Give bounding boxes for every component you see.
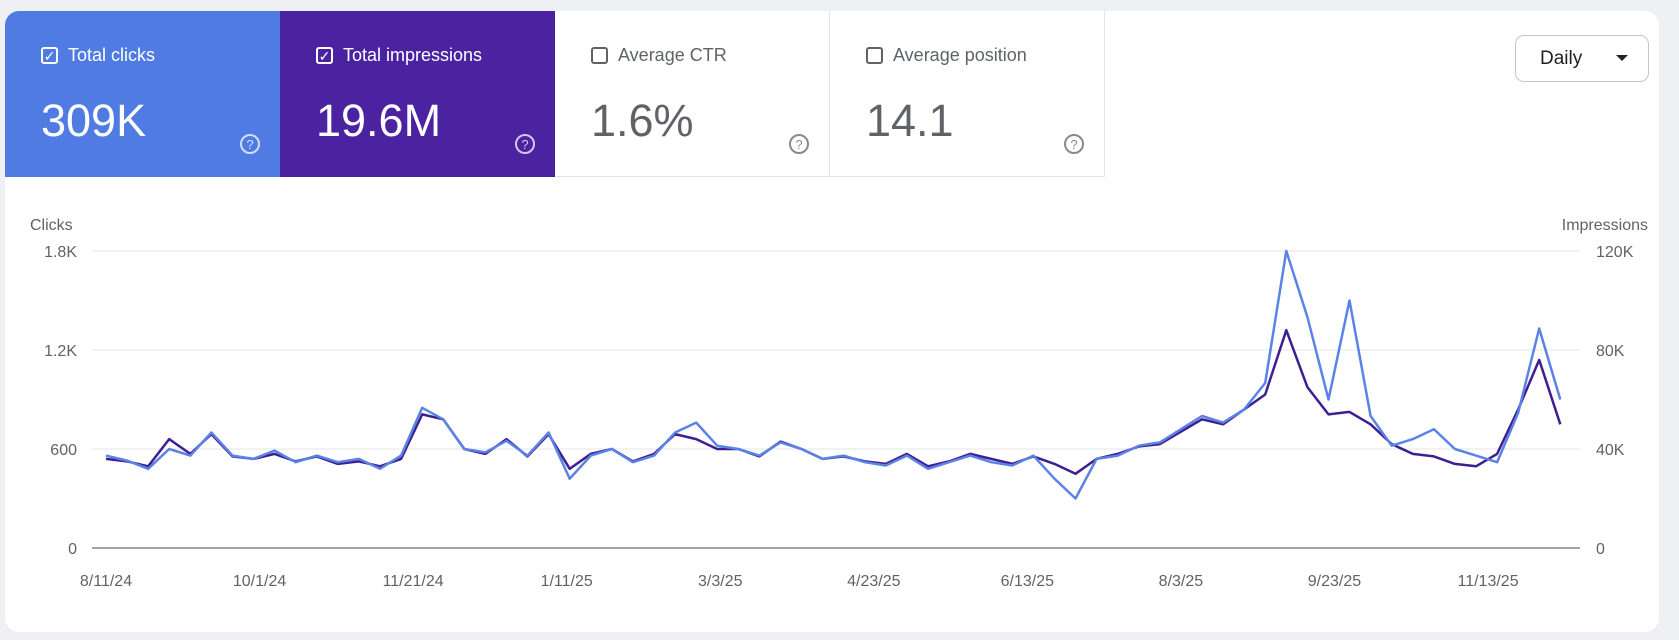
period-select-value: Daily bbox=[1540, 47, 1583, 69]
x-tick-label: 9/23/25 bbox=[1308, 573, 1361, 590]
left-tick-label: 1.2K bbox=[44, 343, 77, 360]
checkbox-checked-icon[interactable]: ✓ bbox=[41, 47, 58, 64]
question-circle-icon[interactable]: ? bbox=[789, 134, 809, 154]
x-tick-label: 11/21/24 bbox=[383, 573, 444, 590]
checkbox-checked-icon[interactable]: ✓ bbox=[316, 47, 333, 64]
metric-value: 309K bbox=[41, 95, 147, 146]
period-select[interactable]: Daily bbox=[1515, 35, 1649, 82]
checkbox-unchecked-icon[interactable] bbox=[866, 47, 883, 64]
question-circle-icon[interactable]: ? bbox=[515, 134, 535, 154]
metric-label: Total clicks bbox=[68, 45, 156, 65]
right-tick-label: 0 bbox=[1596, 541, 1605, 558]
caret-down-icon bbox=[1616, 55, 1628, 61]
metric-value: 14.1 bbox=[866, 95, 954, 146]
right-axis-label: Impressions bbox=[1562, 217, 1648, 234]
x-tick-label: 1/11/25 bbox=[541, 573, 593, 590]
series-line-impressions bbox=[105, 328, 1562, 476]
left-tick-label: 1.8K bbox=[44, 244, 77, 261]
question-circle-icon[interactable]: ? bbox=[240, 134, 260, 154]
x-tick-label: 3/3/25 bbox=[698, 573, 743, 590]
metric-tile-total-impressions[interactable]: ✓ Total impressions 19.6M ? bbox=[280, 11, 555, 177]
x-tick-label: 4/23/25 bbox=[847, 573, 900, 590]
metric-value: 1.6% bbox=[591, 95, 694, 146]
performance-card: ✓ Total clicks 309K ? ✓ Total impressions … bbox=[5, 11, 1659, 632]
right-tick-label: 120K bbox=[1596, 244, 1634, 261]
x-tick-label: 8/11/24 bbox=[80, 573, 132, 590]
metric-tile-average-ctr[interactable]: Average CTR 1.6% ? bbox=[555, 11, 830, 177]
right-tick-label: 40K bbox=[1596, 442, 1625, 459]
left-tick-label: 600 bbox=[50, 442, 77, 459]
question-circle-icon[interactable]: ? bbox=[1064, 134, 1084, 154]
x-tick-label: 10/1/24 bbox=[233, 573, 286, 590]
series-line-clicks bbox=[105, 249, 1562, 500]
left-tick-label: 0 bbox=[68, 541, 77, 558]
checkbox-unchecked-icon[interactable] bbox=[591, 47, 608, 64]
right-tick-label: 80K bbox=[1596, 343, 1625, 360]
metric-label: Average CTR bbox=[618, 45, 727, 65]
metric-tile-total-clicks[interactable]: ✓ Total clicks 309K ? bbox=[5, 11, 280, 177]
x-tick-label: 8/3/25 bbox=[1159, 573, 1204, 590]
metric-value: 19.6M bbox=[316, 95, 442, 146]
x-tick-label: 6/13/25 bbox=[1001, 573, 1054, 590]
metric-label: Average position bbox=[893, 45, 1027, 65]
metric-tile-average-position[interactable]: Average position 14.1 ? bbox=[830, 11, 1105, 177]
left-axis-label: Clicks bbox=[30, 217, 73, 234]
metric-label: Total impressions bbox=[343, 45, 483, 65]
x-tick-label: 11/13/25 bbox=[1458, 573, 1519, 590]
